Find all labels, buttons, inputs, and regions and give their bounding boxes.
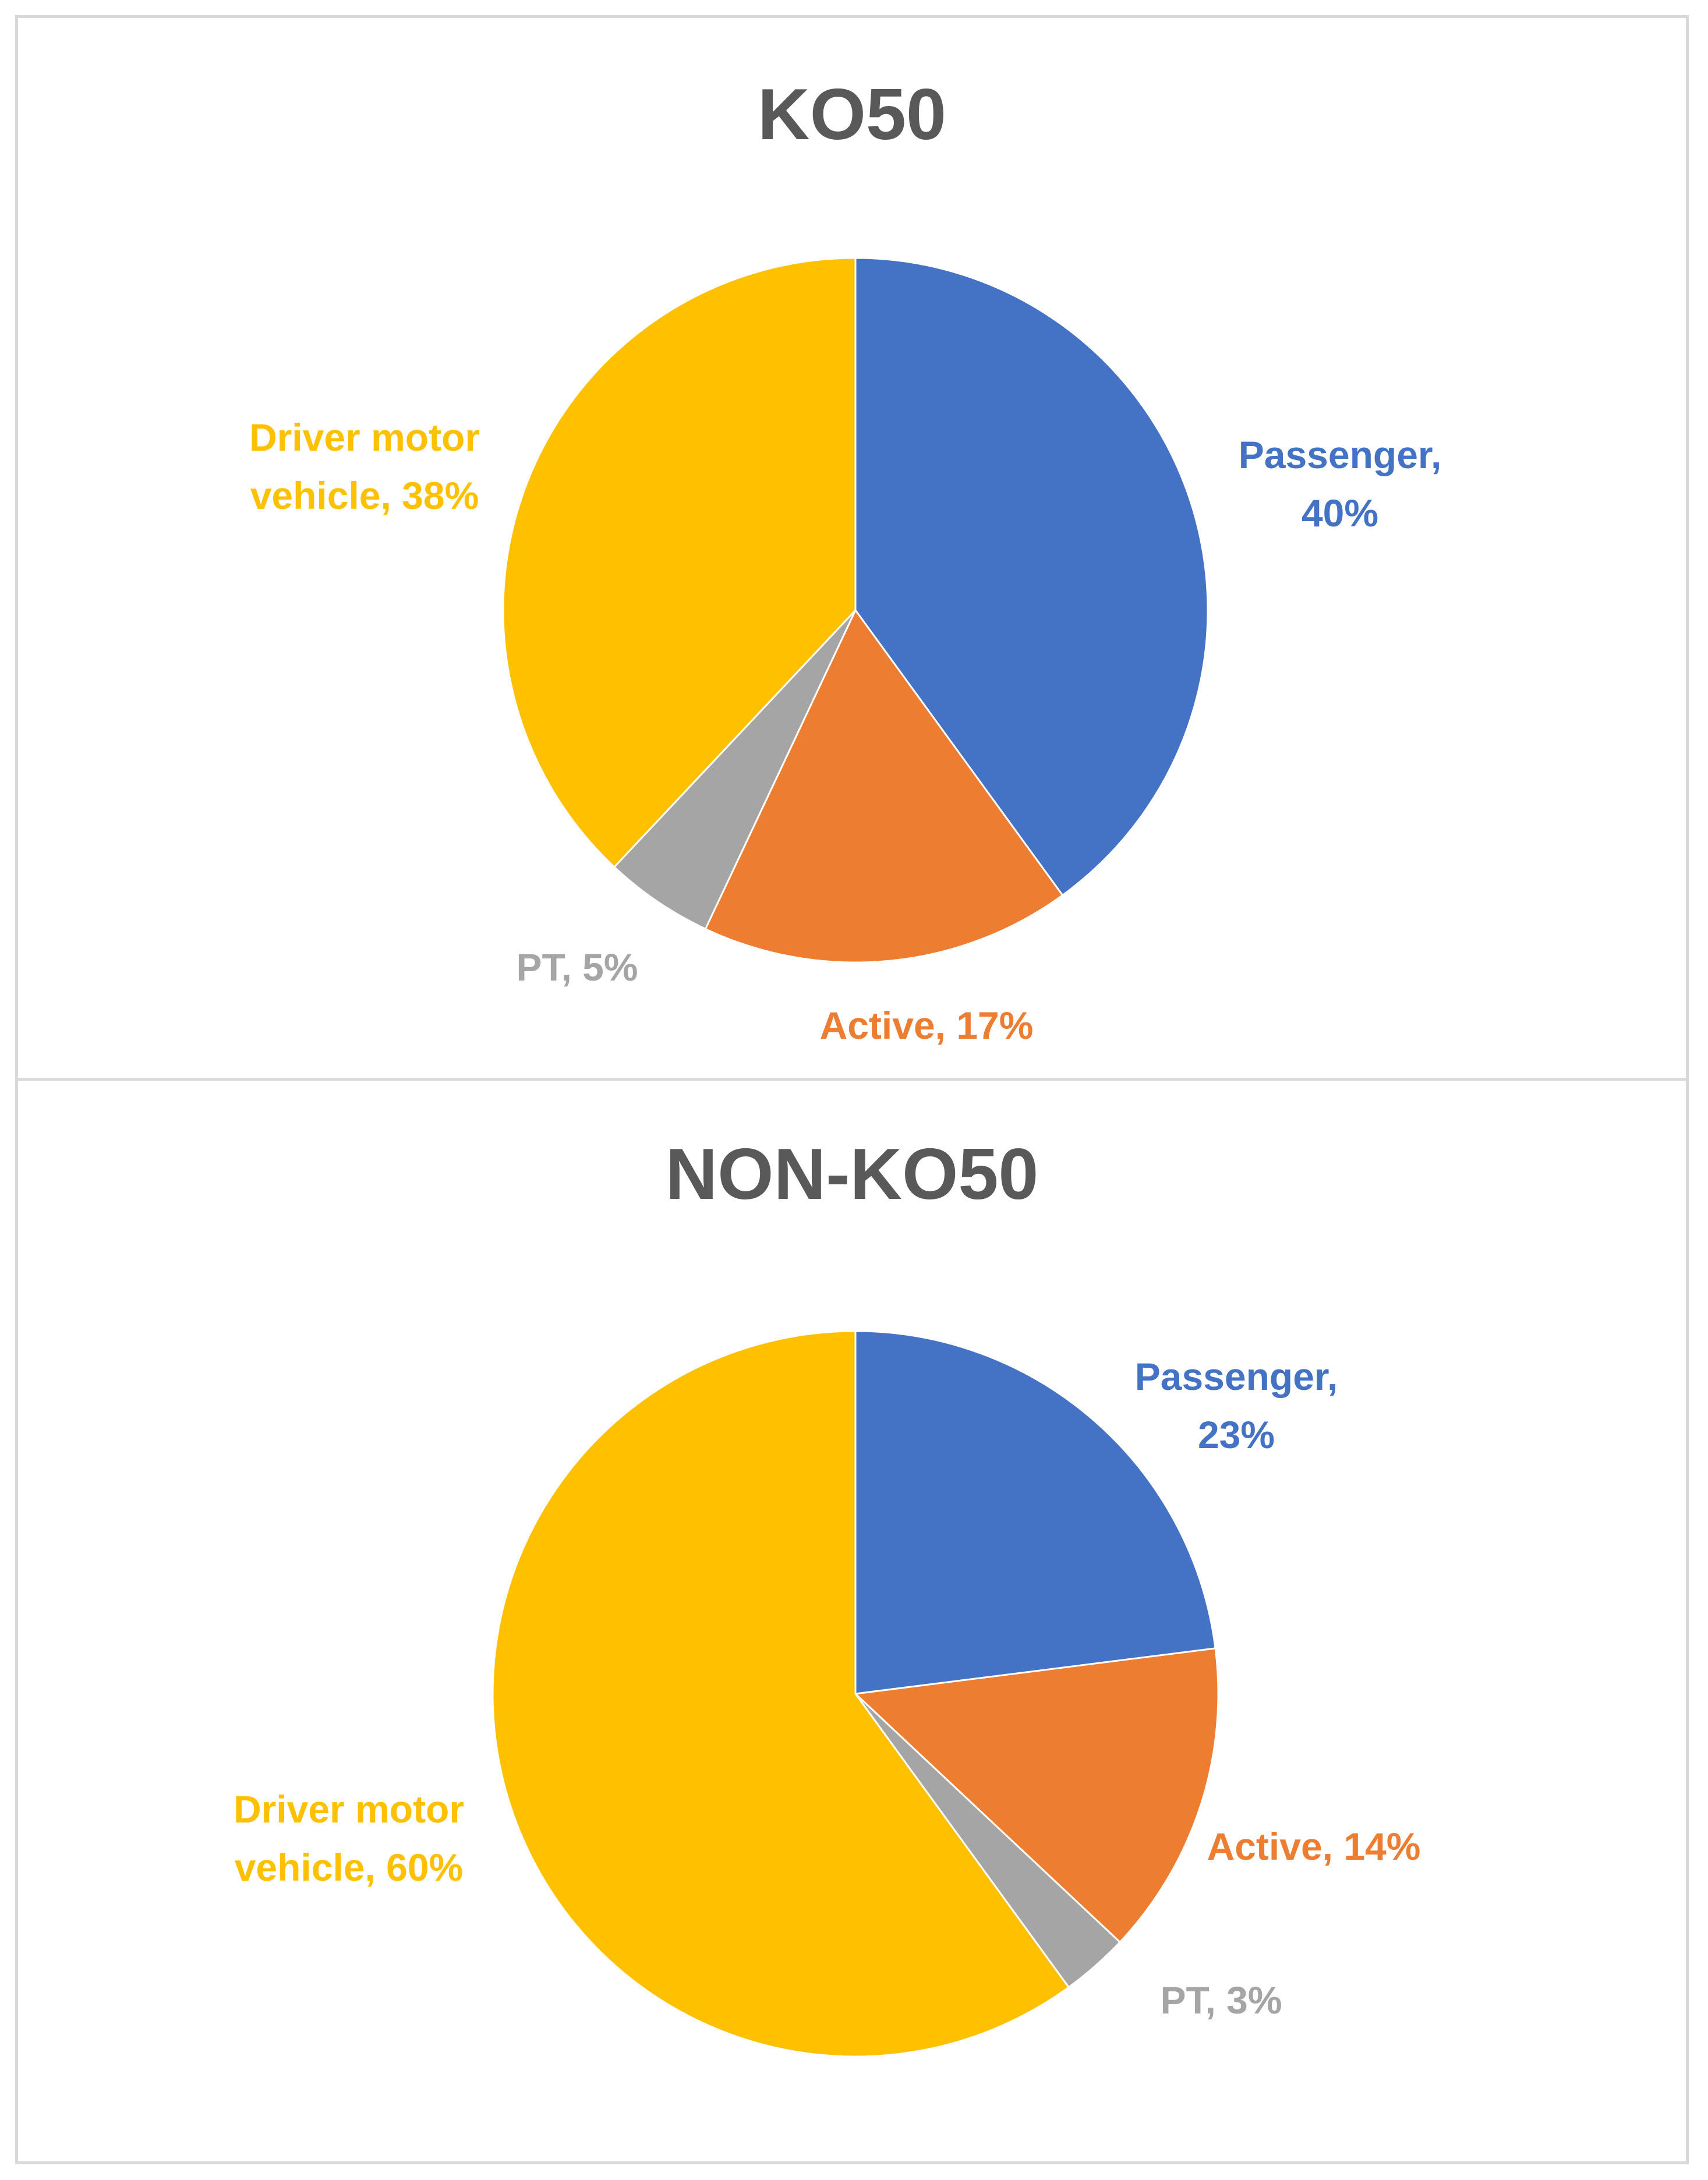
data-label-line: 23% xyxy=(1197,1413,1275,1456)
pie-chart-non-ko50 xyxy=(491,1330,1219,2058)
data-label-driver-motor-vehicle: Driver motor vehicle, 60% xyxy=(234,1780,464,1896)
data-label-line: Active, 14% xyxy=(1207,1825,1421,1868)
data-label-line: Driver motor xyxy=(233,1788,465,1831)
chart-title: KO50 xyxy=(758,75,946,155)
chart-title: NON-KO50 xyxy=(665,1134,1039,1215)
chart-panel-ko50: KO50 Passenger, 40% Active, 17% PT, 5% D… xyxy=(15,15,1689,1082)
data-label-line: Passenger, xyxy=(1134,1355,1338,1398)
pie-slice-driver-motor-vehicle xyxy=(502,257,857,868)
pie-slice-active xyxy=(854,1647,1219,1943)
pie-chart-ko50 xyxy=(502,257,1209,964)
data-label-line: 40% xyxy=(1301,491,1379,535)
pie-slice-passenger xyxy=(854,1330,1217,1695)
pie-slice-passenger xyxy=(854,257,1209,896)
data-label-pt: PT, 3% xyxy=(1160,1971,1282,2029)
pie-slice-pt xyxy=(613,609,857,930)
data-label-line: vehicle, 38% xyxy=(250,474,479,517)
data-label-line: Active, 17% xyxy=(819,1004,1034,1047)
pie-slice-driver-motor-vehicle xyxy=(491,1330,1070,2058)
data-label-line: PT, 5% xyxy=(516,946,638,989)
data-label-line: vehicle, 60% xyxy=(234,1846,464,1889)
data-label-pt: PT, 5% xyxy=(516,938,638,996)
data-label-passenger: Passenger, 40% xyxy=(1239,426,1442,542)
data-label-driver-motor-vehicle: Driver motor vehicle, 38% xyxy=(249,408,480,525)
data-label-active: Active, 14% xyxy=(1207,1817,1421,1875)
data-label-active: Active, 17% xyxy=(820,996,1034,1054)
data-label-line: PT, 3% xyxy=(1160,1979,1282,2022)
data-label-line: Passenger, xyxy=(1238,433,1442,476)
chart-panel-non-ko50: NON-KO50 Passenger, 23% Active, 14% PT, … xyxy=(15,1078,1689,2164)
pie-slice-active xyxy=(704,609,1064,964)
data-label-passenger: Passenger, 23% xyxy=(1135,1347,1338,1464)
data-label-line: Driver motor xyxy=(249,416,480,459)
